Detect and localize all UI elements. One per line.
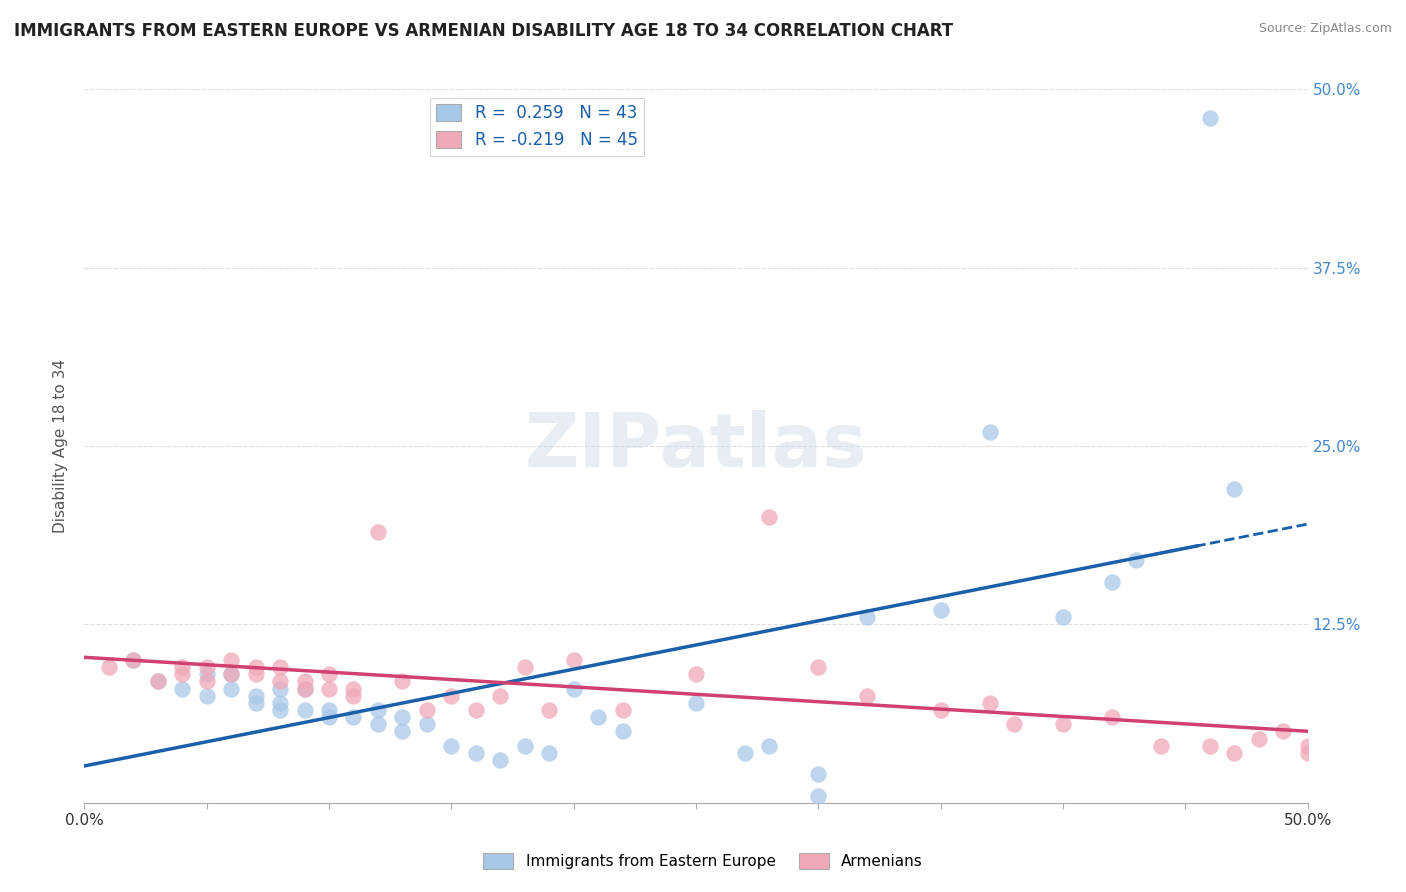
Point [979,425,1001,439]
Point [685,696,707,710]
Point [122,653,145,667]
Point [172,660,194,674]
Point [391,724,413,739]
Point [195,660,218,674]
Point [294,681,316,696]
Text: ZIPatlas: ZIPatlas [524,409,868,483]
Point [367,717,389,731]
Point [318,710,340,724]
Point [734,746,756,760]
Point [758,510,780,524]
Point [342,689,364,703]
Point [342,681,364,696]
Point [269,681,291,696]
Point [195,689,218,703]
Point [807,660,830,674]
Point [391,674,413,689]
Point [219,667,242,681]
Point [1101,710,1123,724]
Point [440,689,463,703]
Point [269,696,291,710]
Point [1296,746,1319,760]
Point [367,703,389,717]
Point [269,674,291,689]
Point [929,603,952,617]
Point [807,767,830,781]
Point [464,703,486,717]
Point [245,667,267,681]
Point [245,660,267,674]
Point [612,724,634,739]
Point [489,753,512,767]
Point [929,703,952,717]
Point [318,681,340,696]
Point [513,739,536,753]
Point [146,674,169,689]
Text: Source: ZipAtlas.com: Source: ZipAtlas.com [1258,22,1392,36]
Point [195,674,218,689]
Point [1247,731,1270,746]
Point [586,710,609,724]
Point [245,689,267,703]
Point [562,653,585,667]
Point [1272,724,1295,739]
Point [97,660,120,674]
Point [219,667,242,681]
Point [367,524,389,539]
Point [489,689,512,703]
Point [1052,717,1074,731]
Legend: Immigrants from Eastern Europe, Armenians: Immigrants from Eastern Europe, Armenian… [477,847,929,875]
Point [318,667,340,681]
Point [391,710,413,724]
Point [269,703,291,717]
Point [172,681,194,696]
Point [416,717,439,731]
Point [979,696,1001,710]
Point [856,689,879,703]
Text: IMMIGRANTS FROM EASTERN EUROPE VS ARMENIAN DISABILITY AGE 18 TO 34 CORRELATION C: IMMIGRANTS FROM EASTERN EUROPE VS ARMENI… [14,22,953,40]
Point [269,660,291,674]
Point [172,667,194,681]
Point [1125,553,1147,567]
Point [1198,739,1220,753]
Point [538,746,561,760]
Point [1223,746,1246,760]
Point [1002,717,1025,731]
Point [612,703,634,717]
Point [440,739,463,753]
Point [318,703,340,717]
Point [1223,482,1246,496]
Point [538,703,561,717]
Point [513,660,536,674]
Point [195,667,218,681]
Point [294,703,316,717]
Point [342,710,364,724]
Point [219,681,242,696]
Point [294,681,316,696]
Point [758,739,780,753]
Point [1101,574,1123,589]
Point [807,789,830,803]
Point [1052,610,1074,624]
Point [856,610,879,624]
Point [1198,111,1220,125]
Point [294,674,316,689]
Point [562,681,585,696]
Point [1150,739,1173,753]
Point [416,703,439,717]
Point [685,667,707,681]
Legend: R =  0.259   N = 43, R = -0.219   N = 45: R = 0.259 N = 43, R = -0.219 N = 45 [430,97,644,155]
Y-axis label: Disability Age 18 to 34: Disability Age 18 to 34 [53,359,69,533]
Point [1296,739,1319,753]
Point [464,746,486,760]
Point [245,696,267,710]
Point [146,674,169,689]
Point [122,653,145,667]
Point [219,653,242,667]
